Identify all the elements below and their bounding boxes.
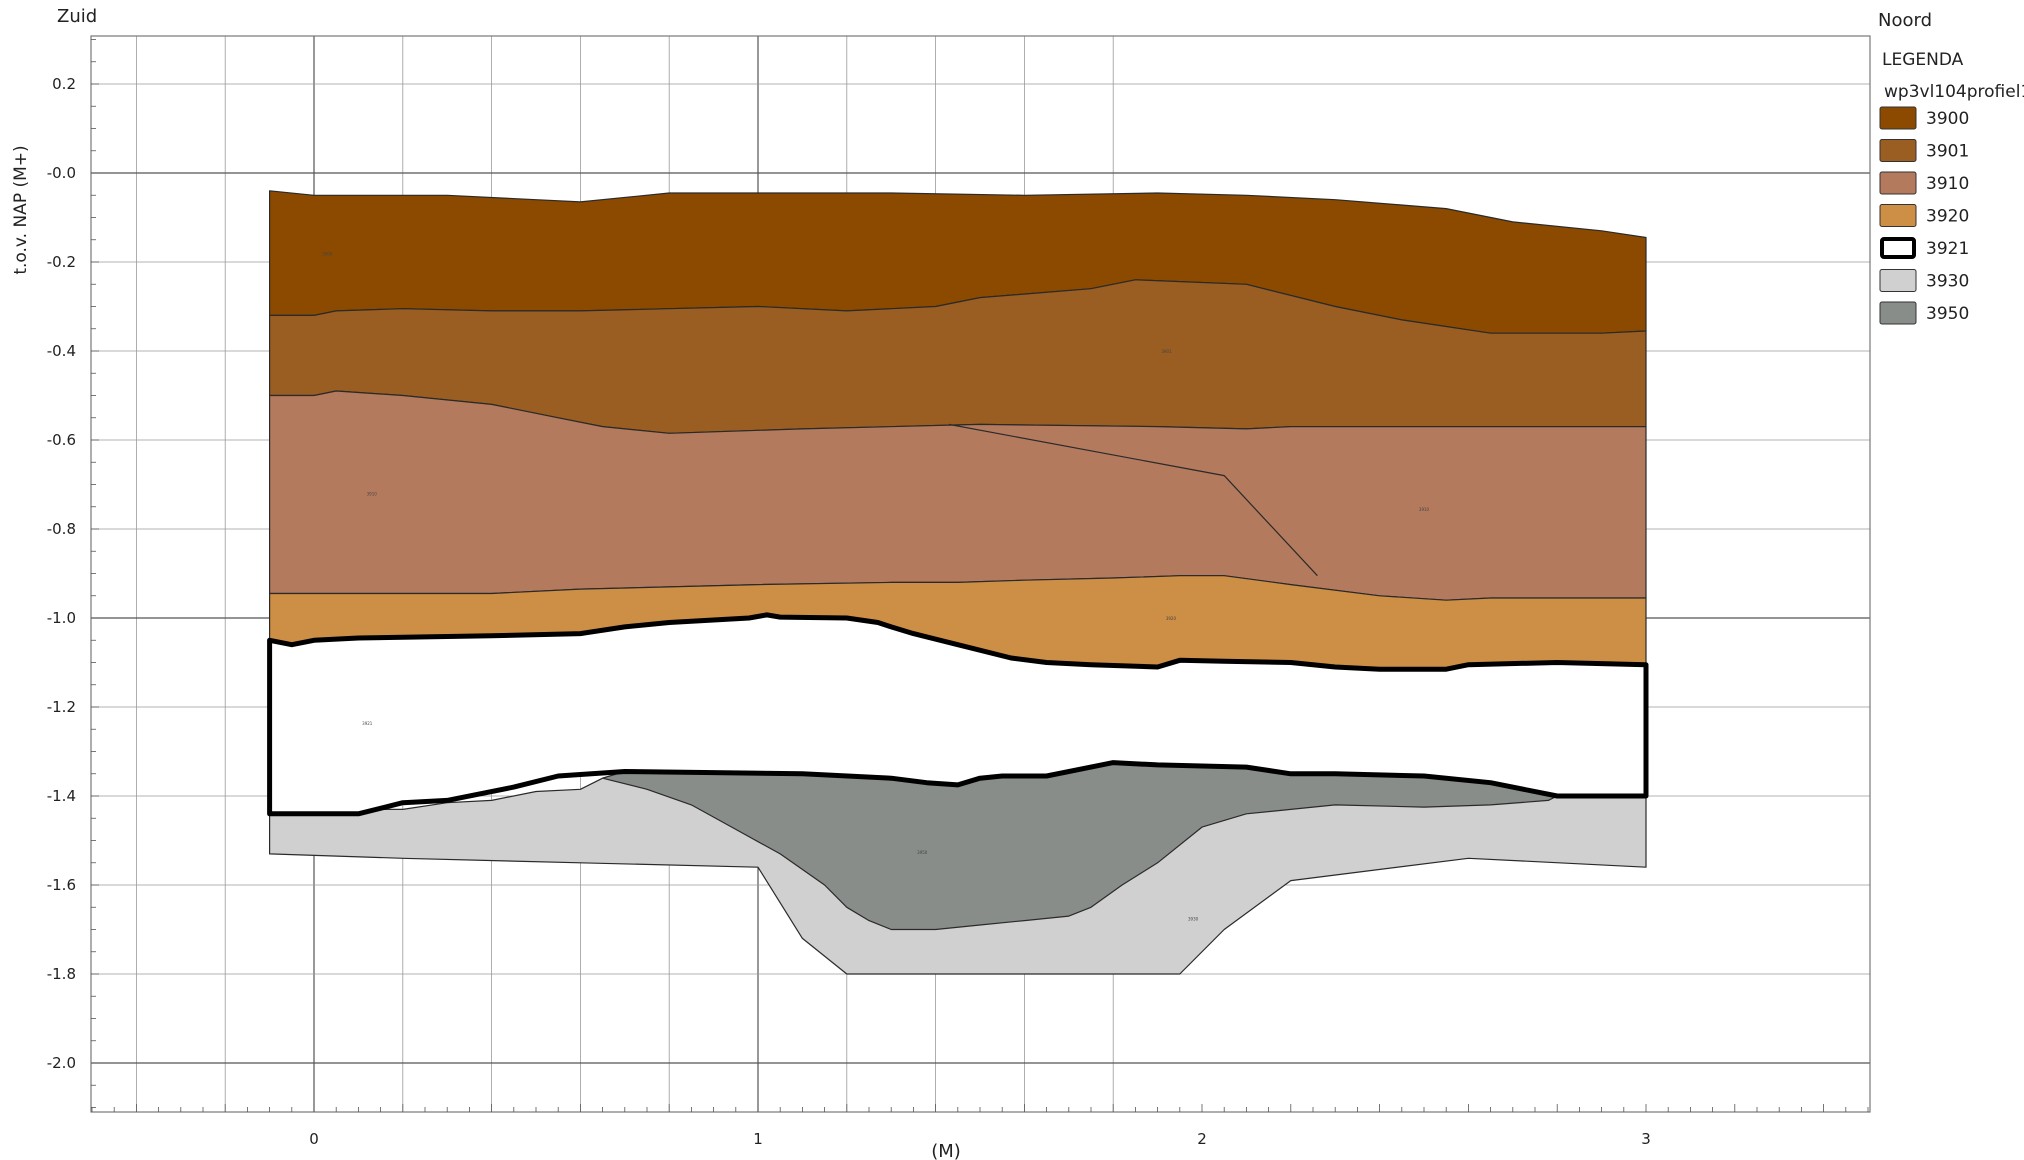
legend-swatch bbox=[1879, 139, 1917, 162]
legend-swatch bbox=[1879, 204, 1917, 227]
axis-ticks: 0 1 2 3 0.2 -0.0 -0.2 -0.4 -0.6 -0.8 -1.0 -1.2 -1.4 -… bbox=[47, 39, 1869, 1148]
y-tick-label: -0.4 bbox=[47, 342, 76, 360]
legend-item-label: 3900 bbox=[1926, 109, 1969, 129]
unit-code-label: 3901 bbox=[1161, 349, 1172, 354]
legend-heading: LEGENDA bbox=[1882, 50, 1964, 70]
legend-item-label: 3920 bbox=[1926, 207, 1969, 227]
y-tick-label: -0.2 bbox=[47, 253, 76, 271]
legend-swatch bbox=[1879, 106, 1917, 130]
unit-boundary-line bbox=[948, 423, 1318, 577]
legend-swatch bbox=[1879, 301, 1917, 325]
y-tick-label: -2.0 bbox=[47, 1054, 76, 1072]
soil-unit-3921 bbox=[267, 612, 1649, 817]
y-tick-label: 0.2 bbox=[52, 75, 76, 93]
unit-code-label: 3900 bbox=[322, 251, 333, 256]
legend-swatch bbox=[1879, 171, 1917, 195]
soil-units: 3900 3901 3910 3910 3920 3921 3950 3930 bbox=[267, 190, 1649, 975]
legend: LEGENDA wp3vl104profiel1 3900 3901 3910 392… bbox=[1879, 50, 2024, 325]
y-tick-label: -1.4 bbox=[47, 787, 76, 805]
x-tick-label: 0 bbox=[309, 1130, 319, 1148]
legend-item-label: 3910 bbox=[1926, 174, 1969, 194]
unit-code-label: 3930 bbox=[1188, 917, 1199, 922]
y-tick-label: -1.0 bbox=[47, 609, 76, 627]
north-label: Noord bbox=[1878, 10, 1932, 31]
y-tick-label: -1.6 bbox=[47, 876, 76, 894]
y-axis-label: t.o.v. NAP (M+) bbox=[11, 145, 31, 274]
legend-item-3950: 3950 bbox=[1879, 301, 1969, 325]
plot-border bbox=[90, 35, 1871, 1113]
legend-layer-name: wp3vl104profiel1 bbox=[1884, 82, 2024, 102]
unit-code-label: 3920 bbox=[1166, 616, 1177, 621]
y-tick-label: -1.8 bbox=[47, 965, 76, 983]
x-tick-label: 1 bbox=[753, 1130, 763, 1148]
x-tick-label: 2 bbox=[1197, 1130, 1207, 1148]
y-tick-label: -0.8 bbox=[47, 520, 76, 538]
unit-code-label: 3910 bbox=[1419, 507, 1430, 512]
y-tick-label: -0.0 bbox=[47, 164, 76, 182]
legend-item-3901: 3901 bbox=[1879, 139, 1969, 162]
unit-code-label: 3921 bbox=[362, 721, 373, 726]
legend-item-label: 3950 bbox=[1926, 304, 1969, 324]
x-axis-label: (M) bbox=[931, 1141, 961, 1160]
unit-code-label: 3950 bbox=[917, 850, 928, 855]
unit-code-label: 3910 bbox=[367, 492, 378, 497]
legend-item-3920: 3920 bbox=[1879, 204, 1969, 227]
legend-item-label: 3930 bbox=[1926, 272, 1969, 292]
y-tick-label: -1.2 bbox=[47, 698, 76, 716]
legend-swatch bbox=[1879, 269, 1917, 292]
legend-item-label: 3901 bbox=[1926, 142, 1969, 162]
legend-item-label: 3921 bbox=[1926, 239, 1969, 259]
x-tick-label: 3 bbox=[1641, 1130, 1651, 1148]
legend-item-3910: 3910 bbox=[1879, 171, 1969, 195]
south-label: Zuid bbox=[57, 6, 97, 27]
legend-swatch bbox=[1880, 237, 1916, 259]
legend-item-3900: 3900 bbox=[1879, 106, 1969, 130]
plot-frame bbox=[90, 35, 1871, 1113]
legend-item-3930: 3930 bbox=[1879, 269, 1969, 292]
y-tick-label: -0.6 bbox=[47, 431, 76, 449]
legend-item-3921: 3921 bbox=[1880, 237, 1969, 259]
